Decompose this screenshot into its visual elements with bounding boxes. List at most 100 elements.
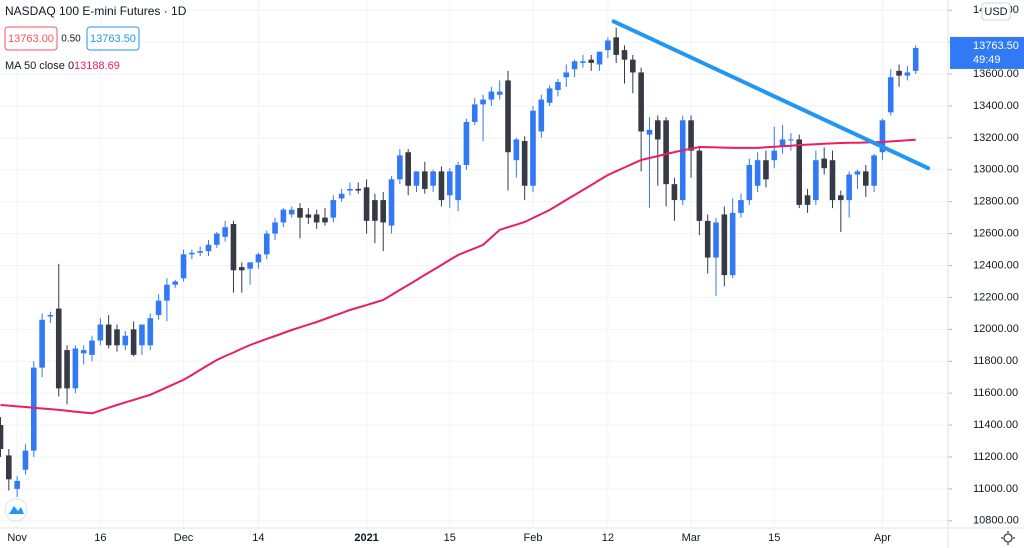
candle-body bbox=[247, 262, 253, 269]
x-tick-label: 15 bbox=[444, 532, 456, 544]
candle-body bbox=[288, 209, 295, 215]
logo[interactable] bbox=[4, 498, 28, 522]
settings-button[interactable] bbox=[1001, 531, 1015, 545]
indicator-label: MA 50 close 0 bbox=[5, 60, 74, 72]
candle-body bbox=[463, 121, 470, 165]
candle-body bbox=[0, 425, 4, 450]
candle-body bbox=[488, 91, 495, 100]
currency-badge[interactable] bbox=[981, 2, 1011, 21]
candle-body bbox=[147, 318, 154, 346]
y-tick-label: 12200.00 bbox=[973, 291, 1019, 303]
x-tick-label: Apr bbox=[874, 532, 891, 544]
candle-body bbox=[804, 195, 811, 205]
candle-body bbox=[912, 47, 919, 71]
candle-body bbox=[821, 158, 827, 169]
candle-body bbox=[438, 171, 445, 201]
y-tick-label: 13400.00 bbox=[973, 100, 1019, 112]
candle-body bbox=[422, 171, 428, 189]
candle-body bbox=[347, 188, 353, 191]
candle-body bbox=[729, 212, 736, 276]
y-tick-label: 12400.00 bbox=[973, 259, 1019, 271]
candle-body bbox=[871, 155, 877, 186]
candle-body bbox=[521, 141, 528, 186]
candle-body bbox=[405, 152, 411, 186]
candle-body bbox=[380, 200, 387, 223]
x-tick-label: 2021 bbox=[354, 532, 378, 544]
settings-spokes bbox=[1001, 531, 1015, 545]
candle-body bbox=[30, 367, 37, 451]
candle-body bbox=[397, 155, 403, 180]
candle-body bbox=[654, 120, 661, 140]
candle-body bbox=[796, 139, 803, 205]
candle-body bbox=[222, 227, 228, 237]
candle-body bbox=[471, 104, 478, 122]
candle-body bbox=[630, 59, 636, 73]
candle-body bbox=[89, 340, 95, 355]
candle-body bbox=[64, 350, 70, 389]
bid-box[interactable] bbox=[4, 26, 58, 51]
spread: 0.50 bbox=[61, 34, 81, 45]
candle-body bbox=[280, 209, 287, 223]
indicator-value: 13188.69 bbox=[74, 60, 120, 72]
candle-body bbox=[455, 164, 461, 201]
candle-body bbox=[555, 82, 561, 90]
x-tick-label: Feb bbox=[523, 532, 542, 544]
x-tick-label: 15 bbox=[768, 532, 780, 544]
y-tick-label: 11000.00 bbox=[973, 483, 1018, 495]
candle-body bbox=[72, 348, 79, 389]
candle-body bbox=[372, 200, 378, 221]
candle-body bbox=[704, 220, 711, 258]
candle-body bbox=[513, 139, 520, 161]
candle-body bbox=[746, 164, 753, 201]
candle-body bbox=[763, 160, 769, 180]
x-tick-label: Mar bbox=[682, 532, 701, 544]
candle-body bbox=[189, 252, 195, 255]
ask-box[interactable] bbox=[86, 26, 140, 51]
currency: USD bbox=[984, 6, 1007, 18]
candle-body bbox=[338, 193, 345, 199]
y-tick-label: 11400.00 bbox=[973, 419, 1018, 431]
candle-body bbox=[621, 50, 628, 60]
candle-body bbox=[47, 314, 54, 317]
candle-body bbox=[214, 233, 220, 245]
candle-body bbox=[887, 77, 894, 113]
candle-body bbox=[862, 171, 869, 186]
candle-body bbox=[155, 300, 162, 315]
candle-body bbox=[139, 324, 145, 346]
candle-body bbox=[14, 480, 20, 489]
candle-body bbox=[322, 217, 328, 223]
x-tick-label: 14 bbox=[252, 532, 264, 544]
candle-body bbox=[388, 179, 395, 226]
candle-body bbox=[330, 200, 337, 218]
candle-body bbox=[22, 450, 29, 470]
candle-body bbox=[838, 195, 844, 201]
moving-average bbox=[0, 138, 916, 415]
candle-body bbox=[313, 214, 320, 223]
candle-body bbox=[255, 254, 262, 263]
countdown: 49:49 bbox=[973, 54, 1001, 66]
trend-line bbox=[611, 19, 931, 171]
candle-body bbox=[114, 329, 120, 346]
last-price-box bbox=[950, 36, 1024, 69]
candle-body bbox=[688, 120, 694, 151]
candle-body bbox=[97, 324, 104, 341]
y-tick-label: 13000.00 bbox=[973, 164, 1019, 176]
candle-body bbox=[663, 120, 669, 185]
candle-body bbox=[738, 200, 744, 213]
x-tick-label: 16 bbox=[94, 532, 106, 544]
candle-body bbox=[272, 222, 278, 234]
candle-body bbox=[430, 171, 436, 186]
candle-body bbox=[6, 455, 12, 480]
candle-body bbox=[413, 171, 420, 186]
candle-body bbox=[538, 99, 545, 132]
candle-body bbox=[546, 88, 553, 103]
x-tick-label: 12 bbox=[602, 532, 614, 544]
candle-body bbox=[130, 329, 137, 355]
bid-price: 13763.00 bbox=[8, 33, 54, 45]
candle-body bbox=[230, 224, 237, 271]
candle-body bbox=[197, 251, 203, 253]
